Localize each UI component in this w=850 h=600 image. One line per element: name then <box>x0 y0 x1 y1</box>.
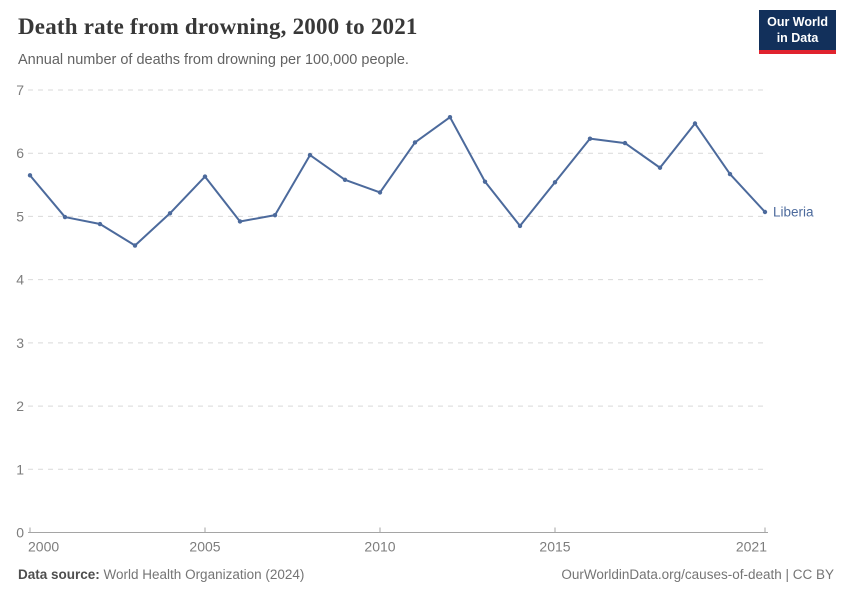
chart-subtitle: Annual number of deaths from drowning pe… <box>18 52 409 68</box>
y-tick-label-4: 4 <box>16 272 24 288</box>
data-point-liberia-2001 <box>62 214 68 220</box>
data-point-liberia-2004 <box>167 211 173 216</box>
data-point-liberia-2021 <box>762 209 768 215</box>
data-point-liberia-2015 <box>552 180 558 185</box>
chart-footer: Data source: World Health Organization (… <box>18 567 834 582</box>
owid-logo-line1: Our World <box>767 15 828 29</box>
y-tick-label-6: 6 <box>16 145 24 161</box>
credit-link[interactable]: OurWorldinData.org/causes-of-death | CC … <box>561 567 834 582</box>
data-point-liberia-2010 <box>377 190 383 195</box>
data-point-liberia-2006 <box>237 219 243 224</box>
entity-label-liberia: Liberia <box>773 205 814 220</box>
data-point-liberia-2005 <box>202 174 208 179</box>
data-point-liberia-2008 <box>307 152 313 158</box>
y-tick-label-1: 1 <box>16 461 24 477</box>
x-tick-label-2005: 2005 <box>189 539 220 555</box>
y-tick-label-7: 7 <box>16 82 24 98</box>
x-tick-label-2000: 2000 <box>28 539 59 555</box>
y-tick-label-0: 0 <box>16 525 24 541</box>
data-source-label: Data source: <box>18 567 100 582</box>
y-tick-label-3: 3 <box>16 335 24 351</box>
data-point-liberia-2002 <box>97 221 103 227</box>
data-point-liberia-2000 <box>27 173 33 178</box>
data-point-liberia-2014 <box>517 223 523 229</box>
series-line-liberia <box>29 116 766 247</box>
data-point-liberia-2017 <box>622 140 628 146</box>
x-tick-label-2021: 2021 <box>736 539 767 555</box>
data-point-liberia-2018 <box>657 165 663 170</box>
y-tick-label-2: 2 <box>16 398 24 414</box>
data-point-liberia-2019 <box>692 121 698 126</box>
data-point-liberia-2013 <box>482 179 488 184</box>
chart-title: Death rate from drowning, 2000 to 2021 <box>18 14 418 39</box>
x-tick-label-2010: 2010 <box>364 539 395 555</box>
y-tick-label-5: 5 <box>16 208 24 224</box>
data-point-liberia-2003 <box>132 243 138 248</box>
data-point-liberia-2011 <box>412 140 418 145</box>
line-chart: 0 1 2 3 4 5 6 7 2000 2005 2010 2015 2021 Liberia <box>16 82 814 555</box>
data-point-liberia-2007 <box>272 212 278 218</box>
owid-logo-line2: in Data <box>776 30 819 45</box>
x-tick-label-2015: 2015 <box>539 539 570 555</box>
data-point-liberia-2016 <box>587 136 593 141</box>
data-source-note: Data source: World Health Organization (… <box>18 567 304 582</box>
owid-logo[interactable]: Our World in Data <box>759 10 836 55</box>
data-point-liberia-2020 <box>727 171 733 177</box>
data-point-liberia-2012 <box>447 114 453 120</box>
data-source-value: World Health Organization (2024) <box>99 567 305 582</box>
data-point-liberia-2009 <box>342 177 348 182</box>
